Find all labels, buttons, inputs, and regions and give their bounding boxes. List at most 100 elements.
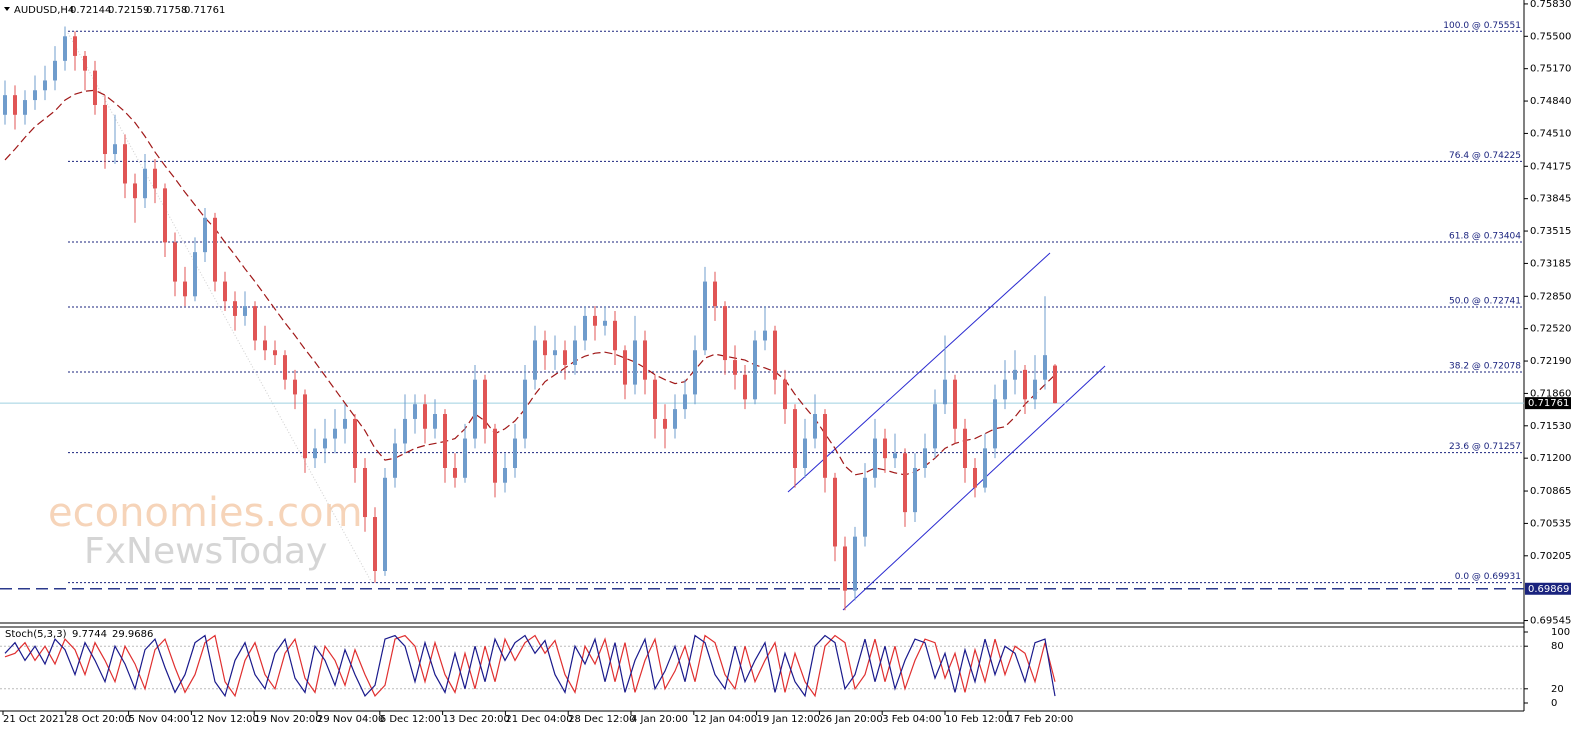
x-tick-label: 29 Nov 04:00 (317, 714, 384, 725)
candle-body (403, 418, 407, 444)
fib-label: 38.2 @ 0.72078 (1449, 362, 1521, 372)
candle-body (423, 404, 427, 429)
fib-label: 76.4 @ 0.74225 (1449, 151, 1521, 161)
candle-body (743, 374, 747, 400)
channel-lower (842, 365, 1106, 611)
stoch-y-tick-label: 100 (1551, 627, 1570, 638)
y-tick-label: 0.69545 (1530, 616, 1571, 627)
y-tick-label: 0.70535 (1530, 518, 1571, 529)
candle-body (233, 301, 237, 316)
candle-body (303, 394, 307, 459)
candle-body (93, 70, 97, 105)
candle-body (183, 281, 187, 297)
candle-body (443, 414, 447, 468)
candle-body (293, 379, 297, 395)
y-tick-label: 0.75830 (1530, 0, 1571, 10)
y-tick-label: 0.72850 (1530, 291, 1571, 302)
candle-body (1003, 379, 1007, 400)
candle-body (473, 379, 477, 439)
candle-body (103, 104, 107, 155)
candle-body (853, 536, 857, 591)
candle-body (383, 477, 387, 572)
candle-body (23, 100, 27, 115)
fib-label: 23.6 @ 0.71257 (1449, 442, 1521, 452)
candle-body (603, 320, 607, 326)
price-box-label: 0.71761 (1528, 398, 1569, 409)
candle-body (283, 355, 287, 380)
candle-body (933, 404, 937, 449)
x-tick-label: 3 Feb 04:00 (882, 714, 941, 725)
candle-body (193, 252, 197, 297)
candle-body (663, 418, 667, 429)
stoch-main (4, 634, 1056, 698)
candle-body (913, 467, 917, 513)
candle-body (953, 379, 957, 429)
candle-body (973, 467, 977, 488)
price-box (1525, 582, 1571, 595)
moving-average (4, 89, 1056, 476)
x-tick-label: 17 Feb 20:00 (1008, 714, 1074, 725)
price-box-label: 0.69869 (1528, 584, 1569, 595)
y-tick-label: 0.75170 (1530, 64, 1571, 75)
candle-body (203, 217, 207, 253)
price-box (1525, 397, 1571, 410)
candle-body (393, 443, 397, 478)
candle-body (823, 414, 827, 478)
candle-body (713, 281, 717, 307)
candle-body (453, 467, 457, 478)
stoch-title: Stoch(5,3,3) (5, 629, 67, 640)
candle-body (83, 55, 87, 71)
candle-body (883, 438, 887, 459)
channel-upper (787, 252, 1051, 493)
candle-body (803, 438, 807, 468)
candle-body (173, 242, 177, 282)
candle-body (943, 379, 947, 405)
x-tick-label: 28 Oct 20:00 (66, 714, 131, 725)
watermark: economies.com (48, 490, 363, 536)
candle-body (1023, 369, 1027, 400)
x-tick-label: 12 Jan 04:00 (694, 714, 757, 725)
y-tick-label: 0.75500 (1530, 31, 1571, 42)
open: 0.72144 (70, 5, 111, 16)
menu-arrow (4, 7, 10, 11)
candle-body (123, 144, 127, 184)
candle-body (583, 315, 587, 341)
candle-body (243, 306, 247, 316)
x-tick-label: 5 Nov 04:00 (129, 714, 190, 725)
candle-body (513, 438, 517, 468)
candle-body (313, 448, 317, 459)
candle-body (553, 350, 557, 356)
stoch-signal (4, 634, 1056, 698)
stoch-main-value: 9.7744 (72, 629, 107, 640)
candle-body (413, 404, 417, 419)
x-tick-label: 21 Dec 04:00 (505, 714, 572, 725)
candle-body (863, 477, 867, 537)
candle-body (753, 340, 757, 400)
candle-body (1013, 369, 1017, 380)
candle-body (983, 448, 987, 488)
candle-body (763, 330, 767, 341)
header: AUDUSD,H4 0.72144 0.72159 0.71758 0.7176… (4, 5, 225, 16)
candle-body (13, 95, 17, 115)
y-tick-label: 0.74175 (1530, 161, 1571, 172)
candle-body (573, 340, 577, 365)
candle-body (463, 438, 467, 478)
symbol: AUDUSD,H4 (14, 5, 74, 16)
x-tick-label: 12 Nov 12:00 (191, 714, 258, 725)
candle-body (693, 350, 697, 395)
candle-body (43, 80, 47, 91)
candle-body (163, 188, 167, 243)
x-tick-label: 6 Dec 12:00 (380, 714, 441, 725)
y-tick-label: 0.71860 (1530, 388, 1571, 399)
candle-body (843, 546, 847, 591)
x-tick-label: 19 Jan 12:00 (757, 714, 820, 725)
y-tick-label: 0.73845 (1530, 194, 1571, 205)
candle-body (633, 340, 637, 385)
candle-body (363, 467, 367, 518)
candle-body (33, 90, 37, 101)
candle-body (903, 453, 907, 513)
candle-body (723, 306, 727, 361)
candle-body (483, 379, 487, 429)
stoch-signal-value: 29.9686 (112, 629, 153, 640)
